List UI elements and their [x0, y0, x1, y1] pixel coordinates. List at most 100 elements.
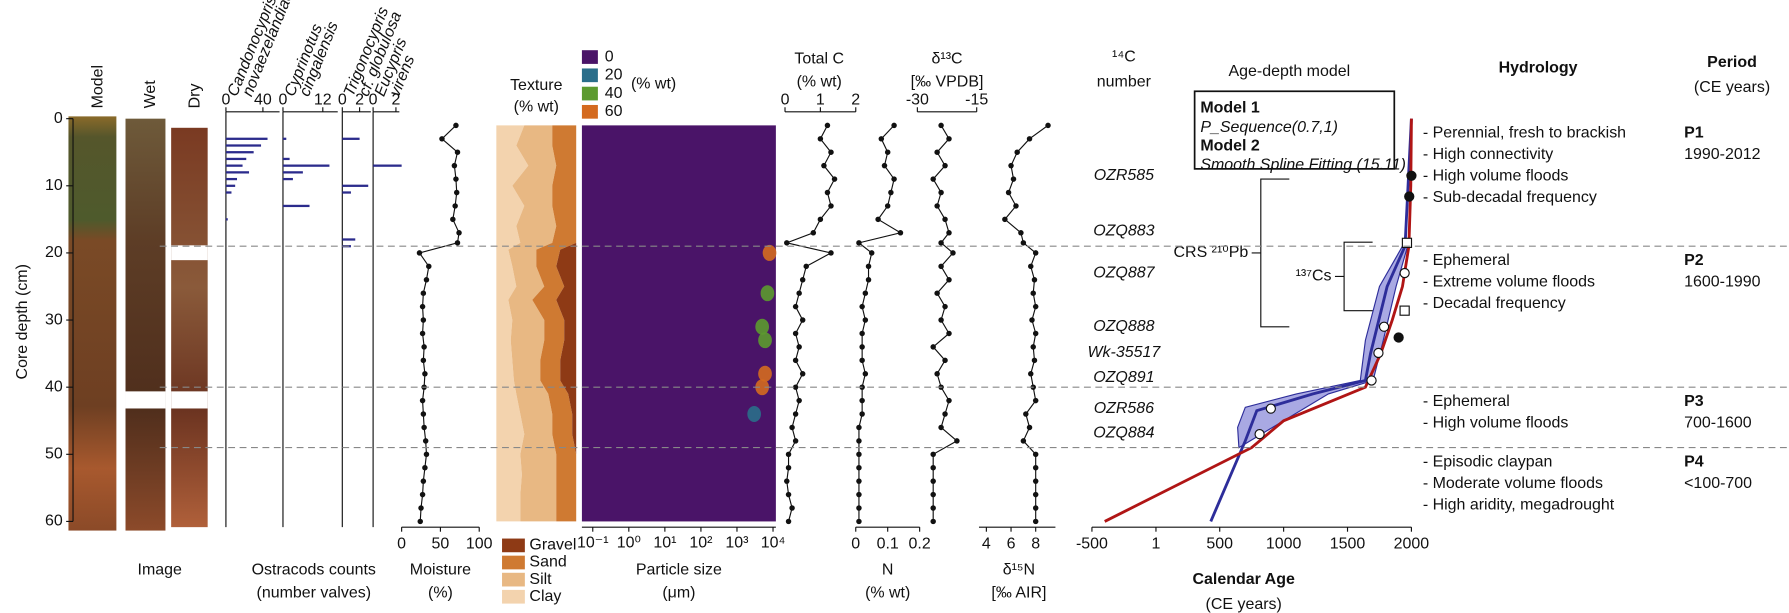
point [1023, 411, 1029, 417]
point [930, 176, 936, 182]
heatmap-cell [758, 332, 772, 349]
point [792, 303, 799, 310]
x-tick-label: 10⁰ [617, 534, 641, 551]
point [454, 149, 461, 155]
core-gap [125, 391, 166, 409]
hydrology-line: - High aridity, megadrought [1423, 497, 1615, 514]
y-tick-label: 30 [45, 311, 63, 328]
point [420, 411, 427, 417]
point [856, 518, 862, 525]
bar [225, 137, 268, 140]
date-marker [1254, 429, 1265, 440]
x-tick-label: 1 [816, 92, 825, 109]
x-tick-label: 10³ [725, 534, 748, 551]
colorbar-swatch [581, 68, 598, 83]
legend-swatch [502, 555, 525, 570]
point [828, 149, 834, 155]
point [420, 317, 427, 323]
line [1004, 124, 1049, 522]
point [422, 371, 428, 377]
hydrology-line: - Ephemeral [1423, 252, 1510, 269]
colorbar-label: 40 [605, 85, 623, 102]
period-range: <100-700 [1684, 475, 1752, 492]
hydrology-line: - Sub-decadal frequency [1423, 189, 1597, 206]
point [831, 176, 838, 182]
point [785, 451, 792, 458]
point [796, 397, 802, 404]
point [796, 290, 802, 296]
point [421, 344, 427, 350]
point [1026, 136, 1033, 142]
point [1002, 216, 1008, 223]
x-tick-label: 50 [432, 535, 450, 552]
point [865, 277, 872, 283]
period-title: Period [1707, 54, 1757, 71]
x-axis-label: Ostracods counts [252, 562, 376, 579]
x-axis-label: Texture [510, 77, 562, 94]
colorbar-label: 0 [605, 48, 614, 65]
x-axis-label: (% wt) [514, 98, 559, 115]
point [938, 317, 944, 323]
bar [282, 204, 310, 208]
point [1005, 189, 1012, 196]
point [1030, 344, 1036, 350]
bar [342, 191, 351, 194]
point [456, 230, 462, 236]
y-tick-label: 10 [45, 177, 63, 194]
point [946, 330, 952, 337]
point [1018, 230, 1024, 236]
point [859, 303, 865, 310]
point [418, 505, 424, 511]
point [938, 122, 944, 129]
point [884, 149, 891, 155]
point [950, 250, 956, 256]
point [423, 451, 430, 458]
point [792, 438, 799, 444]
point [942, 411, 948, 417]
point [930, 464, 936, 471]
x-axis-label: N [882, 562, 894, 579]
point [453, 176, 459, 182]
x-axis-label: Image [138, 562, 183, 579]
point [1031, 357, 1038, 364]
x-axis-label: (CE years) [1206, 596, 1282, 613]
x-tick-label: 10⁴ [761, 534, 786, 551]
point [785, 464, 792, 471]
date-marker [1406, 170, 1417, 181]
point [1030, 290, 1036, 296]
point [938, 263, 944, 270]
line [784, 125, 836, 522]
date-marker [1265, 403, 1276, 414]
point [1032, 505, 1039, 511]
legend-label: Sand [529, 554, 566, 571]
date-marker [1404, 191, 1415, 202]
colorbar-title: (% wt) [631, 76, 676, 93]
point [856, 438, 862, 444]
point [1032, 451, 1039, 458]
point [856, 464, 862, 471]
point [824, 122, 831, 129]
point [1028, 263, 1034, 270]
point [451, 162, 458, 169]
heatmap-cell [762, 244, 777, 261]
x-tick-label: 500 [1206, 535, 1233, 552]
point [859, 344, 865, 350]
y-tick-label: 0 [54, 110, 63, 127]
point [954, 438, 960, 444]
legend-label: Model 1 [1200, 100, 1260, 117]
bar [225, 177, 238, 181]
point [897, 230, 904, 236]
point [862, 371, 869, 377]
x-axis-label: (% wt) [797, 73, 842, 90]
x-tick-label: 2 [355, 92, 364, 109]
x-tick-label: 1 [1152, 535, 1161, 552]
x-tick-label: 2 [391, 92, 400, 109]
point [419, 491, 426, 498]
period-range: 1600-1990 [1684, 274, 1760, 291]
bar [225, 151, 254, 154]
point [1032, 303, 1039, 310]
point [865, 263, 872, 270]
point [856, 478, 862, 484]
